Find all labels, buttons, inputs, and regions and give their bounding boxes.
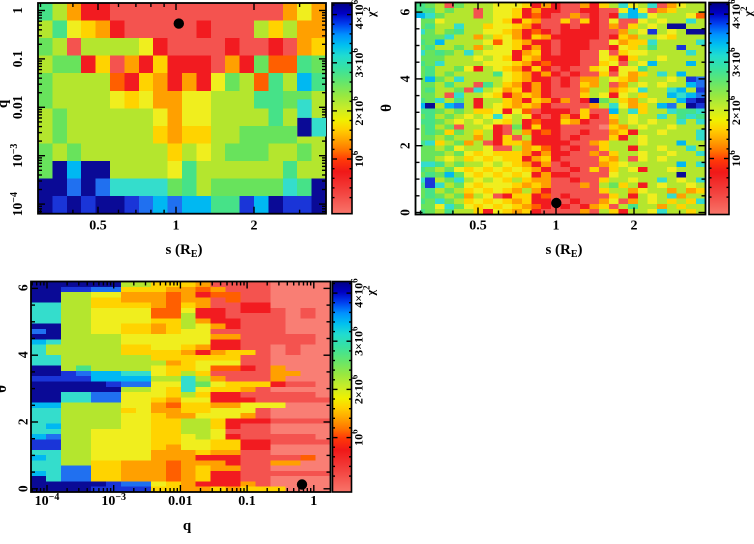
svg-text:6: 6	[16, 284, 31, 291]
svg-text:1: 1	[553, 219, 560, 234]
svg-text:χ2: χ2	[739, 6, 754, 18]
svg-text:χ2: χ2	[362, 285, 378, 297]
svg-text:2: 2	[251, 219, 258, 234]
svg-text:0.5: 0.5	[89, 219, 107, 234]
svg-text:4×106: 4×106	[727, 0, 743, 29]
svg-text:3×106: 3×106	[350, 48, 366, 78]
svg-text:0.1: 0.1	[238, 494, 256, 509]
svg-text:4×106: 4×106	[350, 0, 366, 29]
svg-text:s (RE): s (RE)	[545, 242, 582, 260]
svg-text:0.5: 0.5	[469, 219, 487, 234]
svg-text:4: 4	[398, 75, 413, 82]
svg-text:q: q	[183, 518, 192, 534]
svg-text:0.01: 0.01	[168, 494, 193, 509]
svg-text:2×106: 2×106	[350, 96, 366, 126]
svg-text:6: 6	[398, 8, 413, 15]
svg-text:0: 0	[16, 485, 31, 492]
svg-text:3×106: 3×106	[350, 326, 366, 356]
svg-text:4: 4	[16, 351, 31, 358]
svg-text:2: 2	[398, 142, 413, 149]
svg-text:θ: θ	[0, 385, 10, 393]
svg-text:0.01: 0.01	[10, 95, 25, 119]
svg-text:4×106: 4×106	[350, 278, 366, 308]
svg-text:0.1: 0.1	[10, 50, 25, 67]
svg-text:1: 1	[310, 494, 317, 509]
svg-text:χ2: χ2	[362, 6, 378, 18]
svg-text:θ: θ	[379, 104, 395, 112]
svg-text:1: 1	[173, 219, 180, 234]
svg-text:1: 1	[10, 7, 25, 14]
svg-text:2×106: 2×106	[350, 374, 366, 404]
svg-text:2×106: 2×106	[727, 95, 743, 125]
svg-text:3×106: 3×106	[727, 47, 743, 77]
svg-text:2: 2	[16, 418, 31, 425]
svg-text:2: 2	[631, 219, 638, 234]
svg-text:q: q	[0, 99, 11, 108]
svg-text:s (RE): s (RE)	[165, 242, 202, 260]
svg-text:0: 0	[398, 209, 413, 216]
